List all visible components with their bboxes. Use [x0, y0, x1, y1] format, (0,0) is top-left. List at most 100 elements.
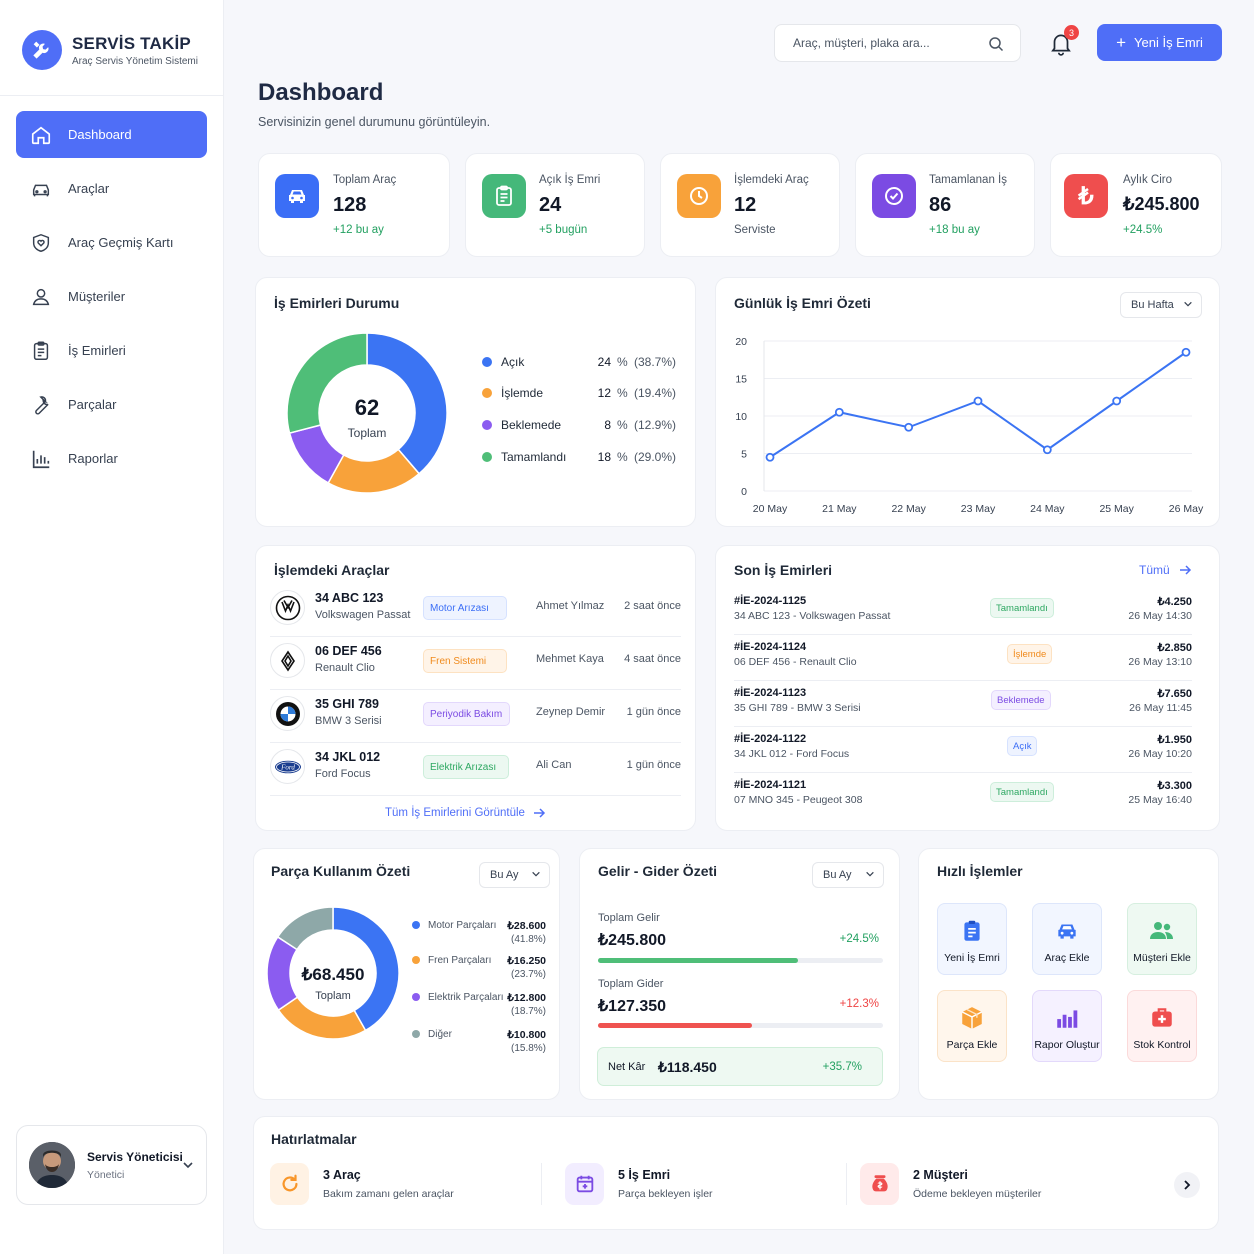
legend-count: 18 — [597, 450, 611, 464]
stat-label: İşlemdeki Araç — [734, 174, 809, 186]
legend-amount: ₺10.800 — [507, 1029, 546, 1041]
bar-chart-icon — [30, 448, 52, 470]
reminder-divider — [541, 1163, 542, 1205]
notification-bell-icon[interactable] — [1048, 30, 1074, 56]
technician-name: Zeynep Demir — [536, 706, 606, 718]
data-point[interactable] — [834, 407, 844, 417]
bar-chart-icon — [1053, 1005, 1081, 1031]
legend-count: 12 — [597, 386, 611, 400]
card-title: Hatırlatmalar — [271, 1131, 357, 1147]
quick-add-vehicle-button[interactable]: Araç Ekle — [1032, 903, 1102, 975]
reminders-next-button[interactable] — [1174, 1172, 1200, 1198]
donut-total: 62 — [354, 395, 380, 420]
order-id: #İE-2024-1121 — [734, 779, 807, 791]
parts-legend-row: Fren Parçaları ₺16.250 (23.7%) — [412, 955, 546, 991]
vehicle-row[interactable]: 35 GHI 789 BMW 3 Serisi Periyodik Bakım … — [270, 690, 681, 743]
data-point[interactable] — [1181, 347, 1191, 357]
quick-add-part-button[interactable]: Parça Ekle — [937, 990, 1007, 1062]
sidebar-item-work-orders[interactable]: İş Emirleri — [16, 327, 207, 374]
reminder-item[interactable]: 5 İş Emri Parça bekleyen işler — [565, 1163, 713, 1205]
view-all-link[interactable]: Tümü — [1139, 563, 1192, 577]
reminder-subtitle: Ödeme bekleyen müşteriler — [913, 1188, 1042, 1200]
legend-label: Tamamlandı — [501, 450, 567, 464]
avatar — [29, 1142, 75, 1188]
legend-dot — [412, 993, 420, 1001]
reminder-item[interactable]: 2 Müşteri Ödeme bekleyen müşteriler — [860, 1163, 1041, 1205]
data-point[interactable] — [765, 452, 775, 462]
order-row[interactable]: #İE-2024-1122 34 JKL 012 - Ford Focus Aç… — [734, 727, 1192, 773]
sidebar-item-dashboard[interactable]: Dashboard — [16, 111, 207, 158]
clipboard-icon — [482, 174, 526, 218]
expense-bar-fill — [598, 1023, 752, 1028]
order-row[interactable]: #İE-2024-1121 07 MNO 345 - Peugeot 308 T… — [734, 773, 1192, 819]
legend-amount: ₺16.250 — [507, 955, 546, 967]
vehicle-row[interactable]: Ford 34 JKL 012 Ford Focus Elektrik Arız… — [270, 743, 681, 796]
chevron-right-icon — [1182, 1179, 1192, 1191]
vehicle-row[interactable]: 06 DEF 456 Renault Clio Fren Sistemi Meh… — [270, 637, 681, 690]
order-status-donut — [286, 332, 448, 494]
sidebar-item-vehicle-history[interactable]: Araç Geçmiş Kartı — [16, 219, 207, 266]
vehicle-model: Volkswagen Passat — [315, 609, 411, 621]
brand-logo[interactable]: SERVİS TAKİP Araç Servis Yönetim Sistemi — [22, 30, 198, 70]
view-all-orders-link[interactable]: Tüm İş Emirlerini Görüntüle — [385, 807, 546, 819]
stat-card-open-orders[interactable]: Açık İş Emri 24 +5 bugün — [465, 153, 645, 257]
car-icon — [30, 178, 52, 200]
user-menu[interactable]: Servis Yöneticisi Yönetici — [16, 1125, 207, 1205]
legend-unit: % — [617, 450, 628, 464]
chevron-down-icon — [1183, 299, 1193, 309]
bmw-logo-icon — [270, 696, 305, 731]
order-row[interactable]: #İE-2024-1123 35 GHI 789 - BMW 3 Serisi … — [734, 681, 1192, 727]
parts-slice-0 — [332, 906, 400, 1032]
search-icon[interactable] — [988, 36, 1004, 52]
stat-card-in-process[interactable]: İşlemdeki Araç 12 Serviste — [660, 153, 840, 257]
order-row[interactable]: #İE-2024-1124 06 DEF 456 - Renault Clio … — [734, 635, 1192, 681]
wrench-logo-icon — [22, 30, 62, 70]
net-profit-delta: +35.7% — [822, 1061, 862, 1073]
net-profit-box: Net Kâr ₺118.450 +35.7% — [597, 1047, 883, 1086]
x-tick-label: 26 May — [1169, 503, 1204, 515]
quick-actions-card: Hızlı İşlemler Yeni İş Emri Araç Ekle Mü… — [918, 848, 1219, 1100]
reminder-item[interactable]: 3 Araç Bakım zamanı gelen araçlar — [270, 1163, 454, 1205]
data-point[interactable] — [904, 422, 914, 432]
income-delta: +24.5% — [839, 933, 879, 945]
quick-create-report-button[interactable]: Rapor Oluştur — [1032, 990, 1102, 1062]
card-title: Gelir - Gider Özeti — [598, 863, 718, 879]
quick-action-label: Araç Ekle — [1044, 952, 1090, 964]
x-tick-label: 21 May — [822, 503, 857, 515]
legend-pct: (23.7%) — [510, 969, 546, 980]
sidebar-item-vehicles[interactable]: Araçlar — [16, 165, 207, 212]
legend-pct: (41.8%) — [510, 934, 546, 945]
new-work-order-button[interactable]: + Yeni İş Emri — [1097, 24, 1222, 61]
order-status-card: İş Emirleri Durumu 62 Toplam Açık İşlemd… — [255, 277, 696, 527]
sidebar-item-label: Raporlar — [68, 451, 118, 466]
quick-add-customer-button[interactable]: Müşteri Ekle — [1127, 903, 1197, 975]
first-aid-box-icon — [1148, 1005, 1176, 1031]
stat-card-total-vehicles[interactable]: Toplam Araç 128 +12 bu ay — [258, 153, 450, 257]
data-point[interactable] — [973, 396, 983, 406]
sidebar-item-customers[interactable]: Müşteriler — [16, 273, 207, 320]
data-point[interactable] — [1112, 396, 1122, 406]
vehicle-plate: 34 ABC 123 — [315, 591, 384, 605]
legend-amount: ₺28.600 — [507, 920, 546, 932]
stat-card-completed[interactable]: Tamamlanan İş 86 +18 bu ay — [855, 153, 1035, 257]
quick-new-order-button[interactable]: Yeni İş Emri — [937, 903, 1007, 975]
search-input[interactable] — [793, 36, 983, 50]
sidebar-item-reports[interactable]: Raporlar — [16, 435, 207, 482]
period-select[interactable]: Bu Hafta — [1120, 292, 1202, 318]
sidebar-item-parts[interactable]: Parçalar — [16, 381, 207, 428]
finance-period-select[interactable]: Bu Ay — [812, 862, 884, 888]
vehicle-model: BMW 3 Serisi — [315, 715, 382, 727]
stat-card-monthly-revenue[interactable]: ₺ Aylık Ciro ₺245.800 +24.5% — [1050, 153, 1222, 257]
issue-tag: Periyodik Bakım — [423, 702, 510, 726]
data-point[interactable] — [1042, 445, 1052, 455]
vehicle-row[interactable]: 34 ABC 123 Volkswagen Passat Motor Arıza… — [270, 584, 681, 637]
legend-count: 24 — [597, 355, 611, 369]
income-value: ₺245.800 — [598, 932, 667, 949]
parts-period-select[interactable]: Bu Ay — [479, 862, 550, 888]
quick-stock-check-button[interactable]: Stok Kontrol — [1127, 990, 1197, 1062]
x-tick-label: 22 May — [891, 503, 926, 515]
order-date: 26 May 10:20 — [1128, 748, 1192, 760]
order-row[interactable]: #İE-2024-1125 34 ABC 123 - Volkswagen Pa… — [734, 589, 1192, 635]
stat-value: 128 — [333, 194, 367, 216]
y-tick-label: 5 — [741, 449, 747, 461]
